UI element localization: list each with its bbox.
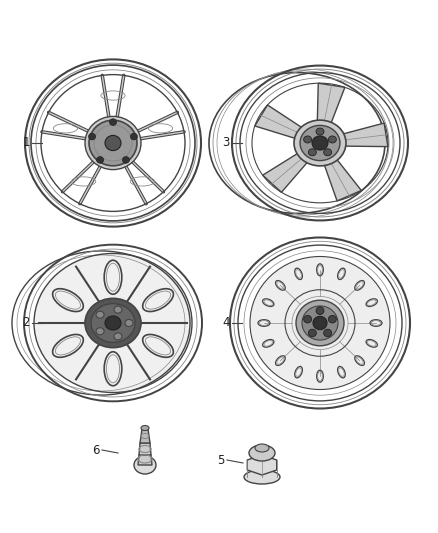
Ellipse shape xyxy=(110,119,117,125)
Text: 5: 5 xyxy=(218,454,225,466)
Ellipse shape xyxy=(296,300,344,346)
Ellipse shape xyxy=(105,316,121,330)
Text: 2: 2 xyxy=(22,317,30,329)
Ellipse shape xyxy=(304,136,311,143)
Polygon shape xyxy=(255,105,304,139)
Text: 1: 1 xyxy=(22,136,30,149)
Polygon shape xyxy=(140,429,150,443)
Ellipse shape xyxy=(304,316,311,323)
Ellipse shape xyxy=(255,444,269,452)
Ellipse shape xyxy=(96,311,104,318)
Ellipse shape xyxy=(141,425,149,431)
Polygon shape xyxy=(139,443,151,455)
Polygon shape xyxy=(138,455,152,465)
Ellipse shape xyxy=(244,470,280,484)
Ellipse shape xyxy=(328,316,336,323)
Ellipse shape xyxy=(131,133,138,140)
Ellipse shape xyxy=(134,456,156,474)
Text: 4: 4 xyxy=(223,317,230,329)
Polygon shape xyxy=(263,152,309,192)
Text: 6: 6 xyxy=(92,443,100,456)
Ellipse shape xyxy=(294,120,346,166)
Ellipse shape xyxy=(89,120,137,166)
Ellipse shape xyxy=(324,329,332,337)
Ellipse shape xyxy=(328,136,336,143)
Ellipse shape xyxy=(105,135,121,151)
Ellipse shape xyxy=(114,306,122,313)
Ellipse shape xyxy=(114,333,122,340)
Ellipse shape xyxy=(85,298,141,348)
Ellipse shape xyxy=(34,254,192,392)
Ellipse shape xyxy=(316,307,324,314)
Ellipse shape xyxy=(313,317,327,329)
Polygon shape xyxy=(247,455,277,475)
Ellipse shape xyxy=(300,125,340,160)
Ellipse shape xyxy=(91,304,135,342)
Ellipse shape xyxy=(88,133,95,140)
Ellipse shape xyxy=(250,256,390,390)
Ellipse shape xyxy=(85,116,141,169)
Ellipse shape xyxy=(96,328,104,335)
Ellipse shape xyxy=(125,319,133,327)
Polygon shape xyxy=(340,123,388,147)
Polygon shape xyxy=(323,157,361,201)
Ellipse shape xyxy=(96,157,103,163)
Ellipse shape xyxy=(308,149,316,156)
Text: 3: 3 xyxy=(223,136,230,149)
Ellipse shape xyxy=(316,128,324,135)
Ellipse shape xyxy=(312,136,328,150)
Ellipse shape xyxy=(324,149,332,156)
Ellipse shape xyxy=(308,329,316,337)
Polygon shape xyxy=(317,83,345,126)
Ellipse shape xyxy=(302,306,338,340)
Ellipse shape xyxy=(249,445,275,461)
Ellipse shape xyxy=(94,125,132,161)
Ellipse shape xyxy=(123,157,130,163)
